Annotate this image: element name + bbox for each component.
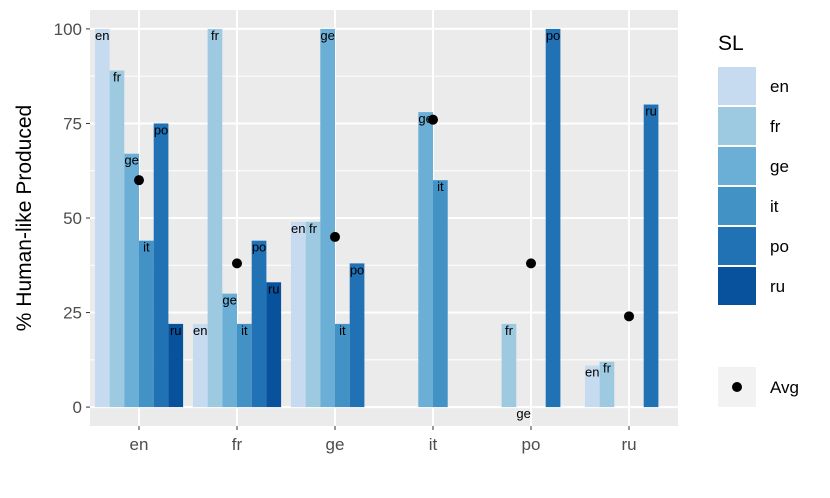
legend-key-ge [718,147,756,185]
bar-label: po [546,28,560,43]
x-axis: en fr ge it po ru [130,426,637,454]
bar-label: fr [505,323,514,338]
bar-po-en [153,123,169,408]
legend-key-fr [718,107,756,145]
bar-label: ge [222,293,236,308]
legend-key-ru [718,267,756,305]
bar-label: it [437,179,444,194]
avg-point-fr [232,258,242,269]
bar-label: en [585,364,599,379]
bar-it-en [139,240,154,408]
bar-label: it [339,323,346,338]
legend-label-it: it [770,197,779,216]
x-tick-label: en [130,435,149,454]
bar-label: po [350,262,364,277]
bar-ge-en [124,153,139,408]
y-axis-title: % Human-like Produced [13,105,36,331]
y-tick-label: 50 [63,209,82,228]
x-tick-label: po [522,435,541,454]
legend: SL en fr ge it po ru Avg [718,32,799,407]
legend-items: en fr ge it po ru [718,67,789,305]
y-tick-label: 0 [73,398,82,417]
bars [94,28,659,408]
bar-po-fr [251,240,267,408]
y-tick-label: 100 [54,20,82,39]
bar-label: fr [113,70,122,85]
x-tick-label: ru [621,435,636,454]
bar-po-ge [349,263,365,408]
legend-key-en [718,67,756,105]
bar-po-ru [643,104,659,408]
bar-po-po [545,28,561,408]
bar-it-it [433,180,448,408]
avg-point-po [526,258,536,269]
avg-point-ru [624,311,634,322]
avg-point-ge [330,231,340,242]
bar-en-ru [584,365,600,408]
bar-en-fr [192,323,208,408]
legend-label-fr: fr [770,117,781,136]
legend-label-po: po [770,237,789,256]
bar-ge-ge [320,28,335,408]
bar-label: po [252,240,266,255]
legend-avg-dot [732,382,742,392]
legend-title: SL [718,32,744,55]
bar-ru-fr [266,282,282,408]
x-tick-label: it [429,435,438,454]
bar-label: fr [309,221,318,236]
bar-label: en [193,323,207,338]
bar-label: fr [211,28,220,43]
bar-it-ge [335,323,350,408]
y-axis: 0 25 50 75 100 [54,20,90,417]
bar-label: it [143,240,150,255]
avg-point-it [428,114,438,125]
legend-key-po [718,227,756,265]
bar-label: ru [268,281,280,296]
bar-ge-it [418,112,433,408]
x-tick-label: fr [232,435,243,454]
legend-key-it [718,187,756,225]
bar-label: ge [124,153,138,168]
bar-fr-en [109,70,125,408]
bar-en-ge [290,221,306,408]
x-tick-label: ge [326,435,345,454]
bar-label: ru [645,104,657,119]
legend-avg-label: Avg [770,378,799,397]
bar-fr-fr [207,28,223,408]
bar-label: fr [603,361,612,376]
bar-label: po [154,122,168,137]
legend-label-ru: ru [770,277,785,296]
bar-label: ge [320,28,334,43]
bar-fr-po [501,323,517,408]
avg-points [134,114,634,322]
bar-fr-ge [305,221,321,408]
y-tick-label: 75 [63,114,82,133]
bar-label: en [291,221,305,236]
bar-fr-ru [599,361,615,408]
bar-ge-fr [222,293,237,408]
legend-label-en: en [770,77,789,96]
bar-it-fr [237,323,252,408]
y-tick-label: 25 [63,304,82,323]
bar-label: ge [516,406,530,421]
bar-ru-en [168,323,184,408]
bar-label: it [241,323,248,338]
bar-label: ru [170,323,182,338]
legend-avg: Avg [718,367,799,407]
bar-label: en [95,28,109,43]
avg-point-en [134,175,144,186]
bar-en-en [94,28,110,408]
legend-label-ge: ge [770,157,789,176]
